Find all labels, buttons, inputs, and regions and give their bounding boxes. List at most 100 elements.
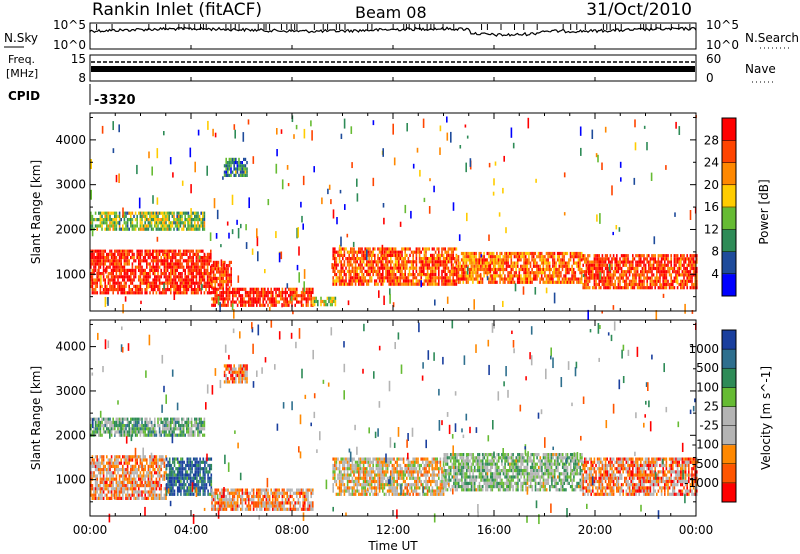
range-gate-cell <box>171 259 174 263</box>
range-gate-cell <box>227 488 229 492</box>
range-gate-cell <box>465 277 468 281</box>
range-gate-cell <box>402 266 405 270</box>
range-gate-cell <box>348 263 350 267</box>
range-gate-cell <box>147 211 150 215</box>
range-gate-cell <box>252 494 255 499</box>
range-gate-cell <box>619 286 621 290</box>
range-gate-cell <box>197 467 200 471</box>
range-gate-cell <box>110 218 113 222</box>
range-gate-cell <box>187 256 190 260</box>
range-gate-cell <box>593 254 596 258</box>
range-gate-cell <box>130 214 132 218</box>
range-gate-cell <box>385 247 387 251</box>
range-gate-cell <box>212 270 215 274</box>
range-gate-cell <box>155 218 158 222</box>
range-gate-cell <box>456 258 458 262</box>
range-gate-cell <box>130 477 132 481</box>
range-gate-cell <box>296 297 298 301</box>
range-gate-cell <box>564 261 567 265</box>
range-gate-cell <box>206 278 209 282</box>
range-gate-cell <box>335 263 338 267</box>
range-gate-cell <box>375 260 378 264</box>
range-gate-cell <box>203 218 206 222</box>
range-gate-cell <box>115 484 118 488</box>
range-gate-cell <box>197 221 199 225</box>
range-gate-cell <box>425 273 427 277</box>
range-gate-cell <box>399 263 402 267</box>
range-gate-cell <box>416 147 419 153</box>
range-gate-cell <box>236 507 239 511</box>
range-gate-cell <box>176 476 179 480</box>
range-gate-cell <box>120 275 122 279</box>
range-gate-cell <box>659 276 661 280</box>
range-gate-cell <box>168 486 171 490</box>
range-gate-cell <box>585 279 588 283</box>
range-gate-cell <box>401 247 403 251</box>
range-gate-cell <box>139 278 142 282</box>
range-gate-cell <box>532 277 535 281</box>
range-gate-cell <box>195 291 198 295</box>
range-gate-cell <box>165 483 168 487</box>
range-gate-cell <box>447 282 450 286</box>
range-gate-cell <box>138 284 140 288</box>
range-gate-cell <box>184 211 186 215</box>
range-gate-cell <box>186 489 189 493</box>
range-gate-cell <box>652 266 655 271</box>
range-gate-cell <box>217 260 220 264</box>
freq-band <box>91 66 695 72</box>
range-gate-cell <box>665 273 668 277</box>
range-gate-cell <box>166 262 169 266</box>
range-gate-cell <box>667 266 669 271</box>
range-gate-cell <box>90 275 92 279</box>
range-gate-cell <box>502 300 504 308</box>
range-gate-cell <box>225 270 228 274</box>
range-gate-cell <box>502 271 505 275</box>
range-gate-cell <box>225 294 228 298</box>
range-gate-cell <box>686 257 688 261</box>
range-gate-cell <box>195 259 198 263</box>
range-gate-cell <box>686 266 688 271</box>
range-gate-cell <box>176 479 179 484</box>
range-gate-cell <box>508 280 511 284</box>
range-gate-cell <box>187 211 190 215</box>
range-gate-cell <box>504 258 506 262</box>
range-gate-cell <box>104 288 106 292</box>
range-gate-cell <box>433 279 435 283</box>
range-gate-cell <box>648 276 650 280</box>
range-gate-cell <box>396 282 398 286</box>
range-gate-cell <box>657 279 660 283</box>
range-gate-cell <box>269 306 271 312</box>
range-gate-cell <box>150 288 153 292</box>
range-gate-cell <box>120 490 122 494</box>
range-gate-cell <box>686 273 688 277</box>
range-gate-cell <box>109 288 111 292</box>
range-gate-cell <box>596 254 599 258</box>
range-gate-cell <box>302 303 304 307</box>
range-gate-cell <box>434 279 437 283</box>
range-gate-cell <box>600 260 602 264</box>
range-gate-cell <box>115 256 118 260</box>
range-gate-cell <box>676 254 679 258</box>
range-gate-cell <box>154 278 156 282</box>
range-gate-cell <box>378 273 381 277</box>
range-gate-cell <box>545 264 548 268</box>
range-gate-cell <box>505 258 508 262</box>
range-gate-cell <box>118 272 121 276</box>
range-gate-cell <box>659 286 661 290</box>
range-gate-cell <box>231 157 234 161</box>
range-gate-cell <box>134 272 137 276</box>
range-gate-cell <box>492 280 495 284</box>
range-gate-cell <box>141 480 143 484</box>
range-gate-cell <box>276 128 278 135</box>
range-gate-cell <box>126 480 129 484</box>
range-gate-cell <box>202 486 205 490</box>
range-gate-cell <box>184 268 186 272</box>
range-gate-cell <box>101 458 103 462</box>
range-gate-cell <box>438 279 440 283</box>
range-gate-cell <box>243 157 245 161</box>
range-gate-cell <box>133 477 135 481</box>
range-gate-cell <box>273 300 276 304</box>
range-gate-cell <box>564 264 567 268</box>
range-gate-cell <box>109 464 111 468</box>
range-gate-cell <box>189 284 191 288</box>
